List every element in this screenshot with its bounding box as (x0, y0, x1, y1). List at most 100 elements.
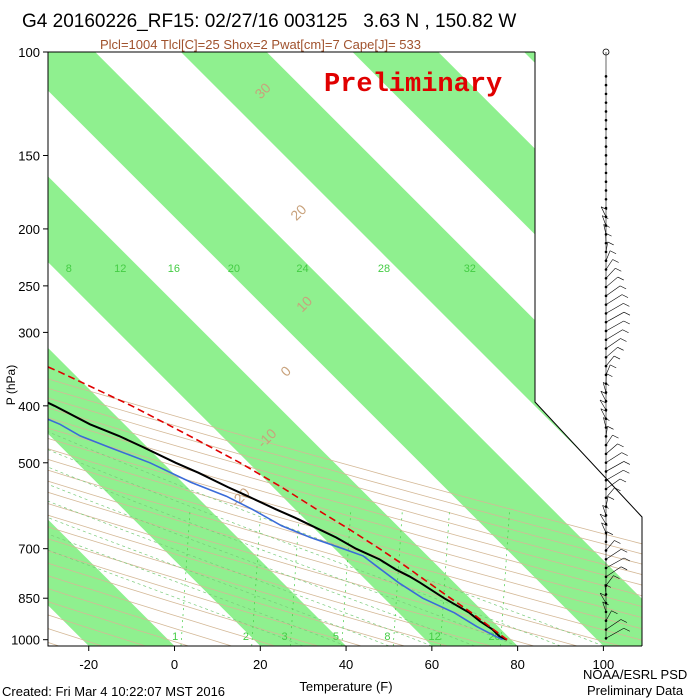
wind-barb (605, 548, 622, 560)
wind-barb-flag (613, 575, 620, 579)
wind-barb-flag (604, 584, 611, 588)
wind-barb (605, 241, 608, 252)
isotherm-band (48, 52, 642, 646)
mixing-ratio-line (341, 509, 352, 646)
isotherm-band (0, 52, 3, 646)
dry-adiabat-line (48, 562, 319, 646)
dry-adiabat-line (48, 417, 642, 586)
wind-barb-dot (604, 101, 608, 104)
wind-barb (605, 557, 625, 569)
x-tick-label: 60 (425, 657, 439, 672)
credit-line-2: Preliminary Data (587, 683, 684, 698)
wind-barb (600, 408, 607, 419)
wind-barb-flag (613, 355, 621, 360)
wind-barb-dot (604, 83, 608, 87)
mixing-ratio-label: 8 (384, 631, 390, 643)
wind-barb-flag (599, 399, 607, 404)
wind-barb-flag (607, 496, 615, 500)
wind-barb-flag (623, 469, 630, 474)
wind-barb-flag (617, 276, 624, 281)
dry-adiabat-line (48, 480, 621, 646)
mixing-ratio-label: 12 (114, 263, 126, 275)
wind-barb-flag (606, 531, 614, 535)
isotherm-band (180, 52, 642, 514)
wind-barb-dot (604, 189, 608, 192)
dry-adiabat-line (48, 601, 189, 646)
mixing-ratio-label: 32 (464, 263, 476, 275)
wind-barb (605, 355, 615, 367)
wind-barb-flag (600, 408, 607, 413)
mixing-ratio-line (180, 509, 191, 646)
wind-barb (605, 268, 616, 279)
wind-barb (605, 619, 622, 630)
moist-adiabat-line (48, 483, 475, 646)
wind-barb-flag (623, 320, 630, 325)
wind-barb-flag (600, 390, 607, 395)
wind-barb-flag (615, 268, 622, 272)
wind-barb-flag (607, 241, 614, 246)
wind-barb-flag (620, 619, 628, 623)
wind-barb-flag (614, 487, 621, 492)
wind-barb (605, 540, 615, 551)
moist-adiabat-line (48, 466, 518, 646)
wind-barb-flag (606, 373, 613, 377)
wind-barb-dot (604, 154, 608, 157)
dry-adiabat-line (48, 397, 642, 565)
moist-adiabat-line (48, 549, 304, 646)
wind-barb (601, 522, 607, 534)
wind-barb-dot (604, 470, 608, 473)
dry-adiabat-line (48, 387, 642, 555)
wind-barb (605, 478, 621, 490)
preliminary-stamp: Preliminary (324, 70, 503, 100)
credit-line-1: NOAA/ESRL PSD (583, 667, 688, 682)
isotherm-band (48, 176, 518, 646)
dry-adiabat-line (0, 76, 16, 646)
wind-barb (605, 294, 623, 305)
parcel-profile-line (48, 366, 508, 641)
x-tick-label: 0 (171, 657, 178, 672)
wind-barb-flag (601, 206, 608, 211)
y-tick-label: 100 (18, 45, 40, 60)
calm-wind-circle (602, 48, 610, 56)
wind-barb-flag (599, 513, 607, 518)
y-axis-label: P (hPa) (4, 365, 18, 405)
y-tick-label: 850 (18, 591, 40, 606)
wind-barb (605, 531, 608, 542)
wind-barb (605, 250, 611, 261)
wind-barb (602, 601, 607, 613)
wind-barb-panel-mask (535, 52, 700, 700)
wind-barb-flag (612, 434, 619, 439)
wind-barb (605, 338, 621, 349)
wind-barb-flag (619, 285, 627, 290)
wind-barb-dot (604, 127, 608, 131)
mixing-ratio-label: 2 (243, 631, 249, 643)
wind-barb-flag (610, 364, 617, 369)
mixing-ratio-label: 28 (378, 263, 390, 275)
wind-barb (605, 566, 622, 578)
wind-barb-flag (605, 232, 612, 237)
wind-barb-flag (602, 215, 609, 219)
wind-barb-flag (621, 548, 628, 553)
mixing-ratio-line (440, 509, 450, 646)
wind-barb-flag (623, 303, 630, 307)
wind-barb (602, 505, 607, 516)
wind-barb-flag (622, 329, 629, 334)
wind-barb (605, 320, 624, 332)
dry-adiabat-line (48, 550, 362, 646)
x-tick-label: 80 (510, 657, 524, 672)
wind-barb (604, 584, 607, 595)
dry-adiabat-line (48, 538, 405, 646)
sounding-series (48, 366, 508, 641)
wind-barb-flag (599, 592, 607, 597)
mixing-ratio-label: 24 (296, 263, 308, 275)
wind-barb-dot (604, 435, 608, 438)
isotherm-band (48, 519, 175, 646)
x-tick-label: 40 (339, 657, 353, 672)
mixing-ratio-label: 5 (333, 631, 339, 643)
y-tick-label: 150 (18, 148, 40, 163)
moist-adiabat-line (48, 517, 390, 646)
x-axis-label: Temperature (F) (299, 679, 392, 694)
wind-barb-flag (607, 426, 614, 430)
dry-adiabat-line (48, 526, 448, 646)
wind-barb-flag (623, 461, 630, 465)
